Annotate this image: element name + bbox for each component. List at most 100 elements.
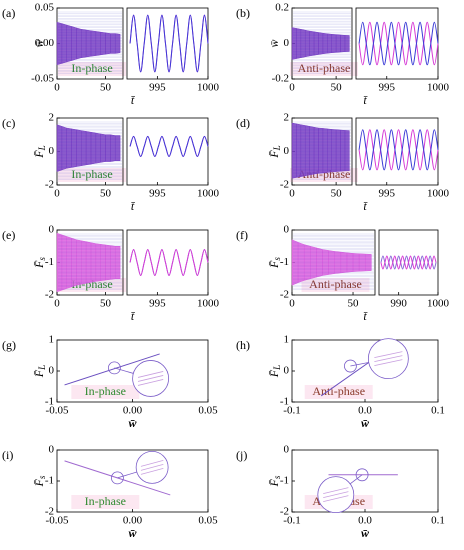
y-label-main: F̄ (32, 478, 46, 487)
oscillation-band (71, 128, 77, 168)
zoom-small (107, 361, 121, 375)
y-tick-label: -2 (45, 289, 54, 301)
segment-frame (378, 229, 439, 296)
x-tick-label: -0.1 (283, 405, 300, 417)
oscillation-band (114, 135, 121, 161)
zoom-detail (323, 495, 349, 503)
oscillation-band (364, 253, 372, 272)
zoom-detail (323, 487, 349, 495)
y-label-main: F̄ (32, 369, 46, 378)
zoom-detail (137, 371, 164, 378)
x-tick-label: 995 (379, 82, 396, 94)
x-tick-label: 0.1 (431, 405, 445, 417)
oscillation-band (331, 129, 337, 173)
panel-label: (a) (2, 6, 15, 20)
y-axis-label: w̄ (267, 39, 281, 47)
y-tick-label: -1 (45, 396, 54, 408)
oscillation-band (114, 246, 121, 279)
y-tick-label: -0.2 (272, 73, 289, 85)
annotation: Anti-phase (312, 384, 365, 398)
y-tick-label: 0 (49, 145, 55, 157)
y-tick-label: -2 (280, 289, 289, 301)
x-tick-label: 0.05 (198, 405, 218, 417)
y-tick-label: 0 (284, 365, 290, 377)
phase-line (64, 353, 160, 386)
oscillation-band (56, 124, 63, 172)
y-tick-label: -2 (280, 179, 289, 191)
y-label-main: w̄ (32, 39, 46, 47)
y-tick-label: -2 (45, 506, 54, 518)
panel-label: (c) (2, 116, 15, 130)
y-label-main: F̄ (267, 478, 281, 487)
x-tick-label: 1000 (197, 188, 220, 200)
y-label-sub: s (37, 475, 47, 479)
zoom-small (111, 471, 124, 485)
oscillation-band (85, 131, 92, 166)
x-axis-label: t̄ (131, 309, 135, 323)
series-line (358, 21, 439, 66)
oscillation-band (335, 129, 341, 172)
y-axis-label: F̄s (267, 475, 282, 487)
x-axis-label: w̄ (128, 416, 137, 430)
y-label-sub: L (37, 365, 47, 371)
x-axis-label: t̄ (363, 199, 367, 213)
x-tick-label: 0.1 (431, 515, 445, 527)
y-tick-label: 0 (284, 145, 290, 157)
annotation-bg (58, 62, 126, 76)
segment-frame (126, 117, 209, 186)
zoom-detail (374, 351, 403, 358)
x-tick-label: 1000 (197, 82, 220, 94)
x-tick-label: 995 (379, 188, 396, 200)
y-label-sub: L (272, 145, 282, 151)
x-tick-label: 1000 (427, 82, 450, 94)
series-line (129, 135, 209, 158)
y-tick-label: 0 (49, 224, 55, 236)
x-tick-label: 50 (100, 298, 112, 310)
zoom-detail (374, 359, 403, 366)
y-tick-label: 0.2 (275, 2, 289, 14)
zoom-detail (137, 375, 164, 382)
panel-label: (g) (2, 338, 16, 352)
series-line (358, 129, 439, 171)
series-line (358, 21, 439, 66)
oscillation-band (344, 130, 350, 172)
x-tick-label: 0 (54, 298, 60, 310)
zoom-detail (323, 491, 349, 499)
x-tick-label: 50 (331, 82, 343, 94)
oscillation-band (95, 132, 101, 164)
x-tick-label: 0.00 (123, 515, 143, 527)
zoom-small (343, 359, 357, 373)
x-axis-label: w̄ (361, 416, 370, 430)
y-label-main: F̄ (267, 150, 281, 159)
y-axis-label: F̄L (32, 145, 47, 158)
y-tick-label: -1 (45, 256, 54, 268)
y-tick-label: 2 (49, 112, 55, 124)
y-tick-label: 1 (49, 334, 55, 346)
y-axis-label: F̄L (267, 145, 282, 158)
y-label-sub: s (272, 257, 282, 261)
annotation: In-phase (71, 167, 112, 181)
y-tick-label: 0 (284, 37, 290, 49)
oscillation-band (318, 127, 324, 174)
x-tick-label: 990 (390, 298, 407, 310)
x-tick-label: 50 (100, 188, 112, 200)
x-axis-label: t̄ (363, 309, 367, 323)
x-tick-label: 1000 (197, 298, 220, 310)
y-tick-label: 2 (284, 112, 290, 124)
x-tick-label: 0.00 (123, 405, 143, 417)
y-tick-label: -2 (280, 506, 289, 518)
x-tick-label: 50 (100, 82, 112, 94)
zoom-detail (140, 463, 164, 471)
series-line (129, 248, 209, 277)
y-axis-label: F̄s (32, 257, 47, 269)
y-label-main: w̄ (267, 39, 281, 47)
x-tick-label: 0.0 (358, 515, 372, 527)
y-label-sub: L (272, 365, 282, 371)
series-line (129, 14, 209, 73)
oscillation-band (66, 127, 72, 169)
x-tick-label: 0 (54, 82, 60, 94)
annotation: Anti-phase (298, 61, 351, 75)
x-axis-label: w̄ (361, 526, 370, 540)
x-tick-label: -0.1 (283, 515, 300, 527)
